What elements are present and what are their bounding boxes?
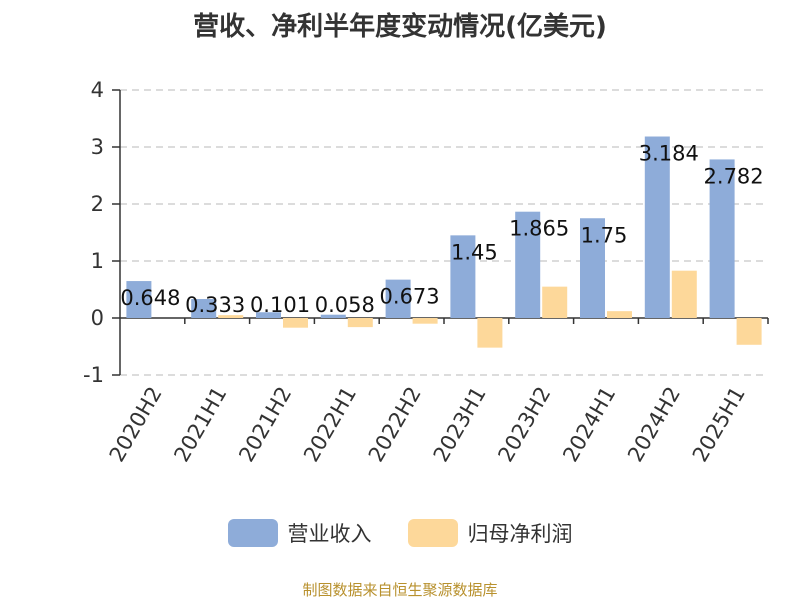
bars [126, 136, 762, 348]
legend-item-net-profit[interactable]: 归母净利润 [407, 518, 573, 548]
bar-net-profit[interactable] [218, 315, 244, 318]
data-labels: 0.648 0.333 0.101 0.058 0.673 1.45 1.865 1.75 3.… [120, 142, 763, 317]
data-label-revenue: 0.101 [250, 293, 310, 317]
x-tick-label: 2023H2 [493, 383, 555, 467]
bar-revenue[interactable] [126, 281, 152, 318]
bar-revenue[interactable] [644, 136, 670, 318]
x-tick-label: 2022H1 [299, 383, 361, 467]
data-label-revenue: 1.865 [509, 217, 569, 241]
y-tick-label: 4 [91, 78, 104, 102]
bar-net-profit[interactable] [607, 311, 632, 318]
legend-swatch-net-profit [407, 519, 458, 547]
bar-net-profit[interactable] [347, 318, 373, 328]
x-tick-label: 2024H2 [623, 383, 685, 467]
bar-net-profit[interactable] [477, 318, 503, 348]
bar-revenue[interactable] [515, 211, 541, 318]
data-label-revenue: 2.782 [704, 164, 764, 188]
bar-net-profit[interactable] [736, 318, 762, 345]
data-label-revenue: 3.184 [639, 142, 699, 166]
bar-revenue[interactable] [709, 159, 735, 318]
bar-revenue[interactable] [580, 218, 605, 318]
y-tick-label: 2 [91, 192, 104, 216]
data-label-revenue: 0.333 [185, 293, 245, 317]
bar-revenue[interactable] [320, 314, 346, 318]
x-tick-label: 2021H2 [234, 383, 296, 467]
bar-revenue[interactable] [385, 279, 411, 318]
legend-label-revenue: 营业收入 [287, 522, 372, 546]
bar-revenue[interactable] [450, 235, 476, 318]
legend-item-revenue[interactable]: 营业收入 [227, 518, 372, 548]
legend: 营业收入 归母净利润 [0, 518, 800, 548]
data-label-revenue: 1.45 [451, 240, 498, 264]
data-label-revenue: 1.75 [581, 223, 628, 247]
y-tick-label: -1 [83, 363, 104, 387]
x-tick-label: 2020H2 [105, 383, 167, 467]
legend-label-net-profit: 归母净利润 [467, 522, 573, 546]
x-tick-label: 2022H2 [364, 383, 426, 467]
bar-net-profit[interactable] [412, 318, 438, 324]
y-tick-label: 3 [91, 135, 104, 159]
y-tick-label: 1 [91, 249, 104, 273]
source-note: 制图数据来自恒生聚源数据库 [302, 581, 498, 599]
bar-revenue[interactable] [191, 299, 217, 318]
x-tick-label: 2021H1 [169, 383, 231, 467]
legend-swatch-revenue [227, 519, 278, 547]
y-tick-label: 0 [91, 306, 104, 330]
bar-revenue[interactable] [256, 312, 281, 318]
data-label-revenue: 0.058 [315, 293, 375, 317]
chart-title: 营收、净利半年度变动情况(亿美元) [193, 12, 607, 42]
data-label-revenue: 0.648 [120, 286, 180, 310]
bar-net-profit[interactable] [542, 286, 568, 318]
x-tick-label: 2024H1 [558, 383, 620, 467]
x-tick-label: 2025H1 [688, 383, 750, 467]
data-label-revenue: 0.673 [380, 285, 440, 309]
bar-net-profit[interactable] [283, 318, 308, 328]
bar-net-profit[interactable] [671, 270, 697, 318]
x-tick-label: 2023H1 [429, 383, 491, 467]
grid-lines [120, 89, 768, 376]
